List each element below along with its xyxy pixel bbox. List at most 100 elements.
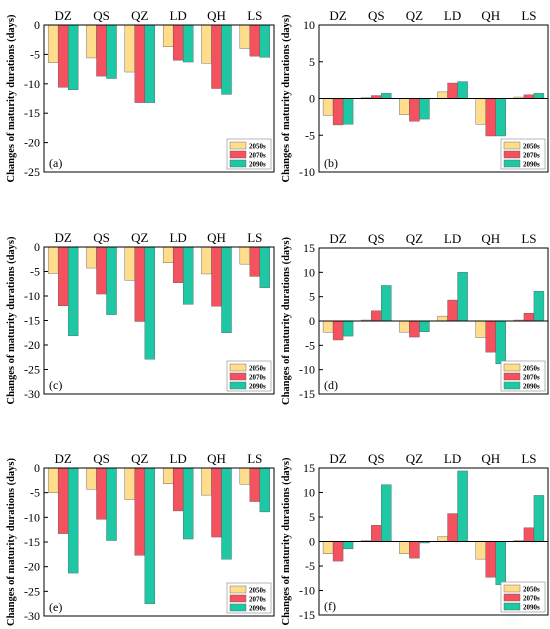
y-tick-label: -15 <box>299 387 315 401</box>
bar-2050s <box>399 98 410 115</box>
bar-2070s <box>371 310 382 322</box>
y-tick-label: -5 <box>305 338 315 352</box>
bar-2070s <box>57 24 69 88</box>
bar-2090s <box>419 98 430 120</box>
category-label: QZ <box>131 451 148 466</box>
bar-2070s <box>249 24 261 57</box>
chart-panel: 0 -5 -10 -15 -20 -25 Changes of maturity durat… <box>6 8 275 183</box>
bar-2090s <box>221 24 232 95</box>
bar-2090s <box>106 246 117 315</box>
category-label: DZ <box>54 8 71 23</box>
category-label: LS <box>521 451 536 466</box>
legend-label: 2070s <box>249 374 266 382</box>
category-label: QZ <box>406 8 423 23</box>
legend-label: 2090s <box>523 161 540 169</box>
y-axis-label: Changes of maturity durations (days) <box>281 14 292 183</box>
y-tick-label: 10 <box>303 265 315 279</box>
panel-label: (f) <box>324 599 336 613</box>
bar-2090s <box>106 467 117 541</box>
bar-2090s <box>342 98 354 125</box>
legend-swatch <box>503 159 521 168</box>
bar-2050s <box>399 320 410 333</box>
chart-panel: 15 10 5 0 -5 -10 -15 Changes of maturity durati… <box>281 231 549 405</box>
legend-swatch <box>229 594 247 603</box>
bar-2090s <box>221 467 232 560</box>
legend-label: 2070s <box>249 152 266 160</box>
chart-panel: 0 -5 -10 -15 -20 -25 -30 Changes of maturity du… <box>6 451 275 626</box>
y-tick-label: -30 <box>24 609 40 623</box>
legend-label: 2090s <box>249 161 266 169</box>
category-label: QH <box>207 451 226 466</box>
legend-swatch <box>503 150 521 159</box>
category-label: LD <box>444 451 461 466</box>
bar-2070s <box>172 467 184 512</box>
bar-2070s <box>523 313 535 322</box>
legend-label: 2090s <box>523 383 540 391</box>
legend-swatch <box>229 381 247 390</box>
bar-2090s <box>259 246 271 288</box>
y-tick-label: 5 <box>309 55 315 69</box>
y-tick-label: -5 <box>30 47 40 61</box>
y-tick-label: -10 <box>299 165 315 179</box>
legend-swatch <box>229 363 247 372</box>
category-label: QZ <box>131 8 148 23</box>
category-label: QZ <box>131 230 148 245</box>
category-label: LS <box>247 230 262 245</box>
legend-label: 2070s <box>523 152 540 160</box>
legend-swatch <box>229 141 247 150</box>
category-label: DZ <box>329 231 346 246</box>
chart-panel: 0 -5 -10 -15 -20 -25 -30 Changes of maturity du… <box>6 230 275 405</box>
bar-2090s <box>182 467 194 540</box>
y-tick-label: 15 <box>303 241 315 255</box>
bar-2070s <box>249 246 261 277</box>
bar-2050s <box>239 467 251 485</box>
bar-2070s <box>211 246 222 307</box>
legend-label: 2090s <box>249 605 266 613</box>
y-tick-label: -20 <box>24 136 40 150</box>
category-label: QH <box>481 451 500 466</box>
legend-label: 2090s <box>523 604 540 612</box>
bar-2050s <box>475 320 486 338</box>
bar-2090s <box>342 541 354 550</box>
bar-2070s <box>485 320 496 353</box>
legend-label: 2050s <box>249 365 266 373</box>
bar-2070s <box>447 82 458 99</box>
y-tick-label: -15 <box>24 314 40 328</box>
y-axis-label: Changes of maturity durations (days) <box>6 457 17 626</box>
y-tick-label: -20 <box>24 560 40 574</box>
category-label: LD <box>169 230 186 245</box>
bar-2050s <box>322 98 334 116</box>
bar-2070s <box>172 24 184 61</box>
bar-2090s <box>495 541 506 585</box>
legend-swatch <box>503 141 521 150</box>
y-tick-label: -25 <box>24 363 40 377</box>
bar-2050s <box>201 467 212 496</box>
bar-2070s <box>249 467 261 502</box>
legend-swatch <box>503 584 521 593</box>
bar-2070s <box>409 541 420 559</box>
bar-2050s <box>475 541 486 560</box>
bar-2070s <box>409 320 420 338</box>
bar-2050s <box>399 541 410 554</box>
bar-2070s <box>96 246 107 295</box>
bar-2070s <box>134 467 146 556</box>
category-label: QH <box>481 8 500 23</box>
y-tick-label: -5 <box>305 559 315 573</box>
bar-2050s <box>239 246 251 265</box>
y-tick-label: -15 <box>299 608 315 622</box>
bar-2050s <box>124 24 136 73</box>
bar-2070s <box>523 94 535 99</box>
bar-2070s <box>96 467 107 520</box>
y-tick-label: 5 <box>309 510 315 524</box>
bar-2090s <box>533 495 545 542</box>
legend-label: 2070s <box>523 374 540 382</box>
bar-2090s <box>259 24 271 58</box>
bar-2070s <box>447 513 458 542</box>
category-label: QS <box>368 451 385 466</box>
bar-2090s <box>533 291 545 322</box>
y-tick-label: -25 <box>24 165 40 179</box>
